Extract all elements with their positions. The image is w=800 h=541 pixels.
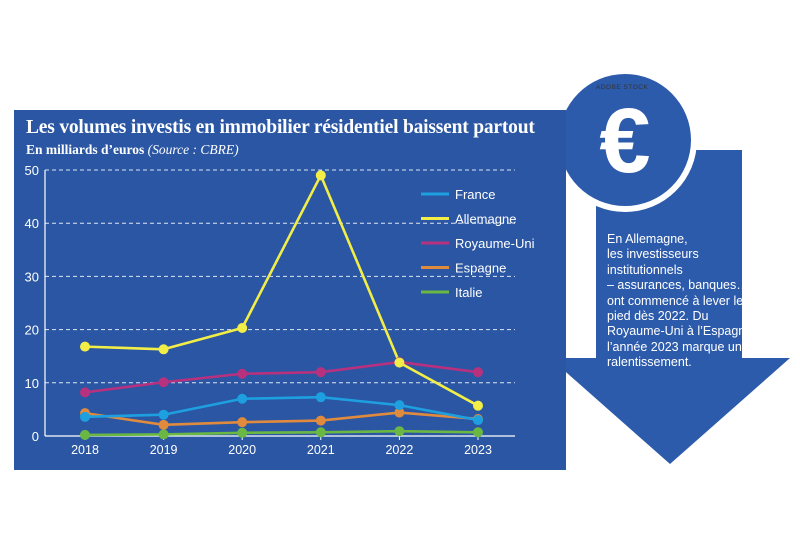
y-tick-label: 10 (25, 376, 39, 391)
x-tick-label: 2021 (307, 443, 335, 457)
data-point-espagne (237, 417, 248, 428)
y-tick-label: 50 (25, 163, 39, 178)
x-tick-label: 2019 (150, 443, 178, 457)
data-point-france (158, 409, 169, 420)
y-tick-label: 30 (25, 269, 39, 284)
chart-subtitle: En milliards d’euros (Source : CBRE) (26, 142, 239, 158)
x-tick-label: 2023 (464, 443, 492, 457)
data-point-france (315, 392, 326, 403)
x-tick-label: 2022 (385, 443, 413, 457)
data-point-allemagne (80, 341, 90, 352)
legend-label: France (455, 187, 495, 202)
data-point-france (237, 393, 248, 404)
data-point-allemagne (158, 344, 169, 355)
data-point-italie (315, 427, 326, 438)
side-text-line: l’année 2023 marque un (607, 339, 742, 354)
y-tick-label: 40 (25, 216, 39, 231)
data-point-royaume-uni (158, 377, 169, 388)
side-text-line: institutionnels (607, 262, 683, 277)
series-line-allemagne (84, 174, 479, 407)
legend-label: Royaume-Uni (455, 236, 535, 251)
side-text-line: pied dès 2022. Du (607, 309, 709, 324)
data-point-royaume-uni (473, 367, 483, 378)
data-point-italie (394, 426, 405, 437)
series-line-royaume-uni (84, 360, 479, 394)
series-line-italie (84, 429, 479, 437)
data-point-allemagne (473, 400, 483, 411)
y-tick-label: 0 (32, 429, 39, 444)
euro-icon: € (599, 90, 650, 192)
data-point-espagne (158, 419, 169, 430)
side-text-line: les investisseurs (607, 247, 699, 262)
data-point-espagne (394, 407, 405, 418)
data-point-royaume-uni (237, 368, 248, 379)
data-point-france (394, 400, 405, 411)
data-point-espagne (315, 415, 326, 426)
x-tick-label: 2018 (71, 443, 99, 457)
series-line-france (84, 395, 479, 422)
data-point-allemagne (315, 170, 326, 181)
data-point-italie (473, 427, 483, 438)
side-text-line: – assurances, banques… – (607, 278, 760, 293)
euro-coin (559, 74, 691, 206)
data-point-france (473, 415, 483, 426)
legend-label: Espagne (455, 261, 506, 276)
series-line-espagne (84, 411, 479, 427)
y-tick-label: 20 (25, 323, 39, 338)
source-label: (Source : CBRE) (147, 142, 239, 157)
side-text-line: ralentissement. (607, 355, 692, 370)
unit-label: En milliards d’euros (26, 142, 145, 157)
chart-title: Les volumes investis en immobilier résid… (26, 117, 535, 138)
x-tick-label: 2020 (228, 443, 256, 457)
data-point-royaume-uni (80, 387, 90, 398)
legend-label: Allemagne (455, 212, 516, 227)
photo-credit: ADOBE STOCK (596, 84, 649, 91)
side-text-line: En Allemagne, (607, 232, 688, 246)
data-point-allemagne (237, 323, 248, 334)
down-arrow-shape (550, 150, 790, 464)
legend-label: Italie (455, 285, 482, 300)
side-text-line: ont commencé à lever le (607, 293, 744, 308)
data-point-italie (237, 427, 248, 438)
data-point-italie (80, 429, 90, 440)
side-text-line: Royaume-Uni à l’Espagne, (607, 324, 756, 339)
side-annotation: En Allemagne, les investisseurs institutio… (607, 232, 760, 371)
data-point-italie (158, 429, 169, 440)
data-point-allemagne (394, 357, 405, 368)
data-point-royaume-uni (315, 367, 326, 378)
data-point-france (80, 411, 90, 422)
